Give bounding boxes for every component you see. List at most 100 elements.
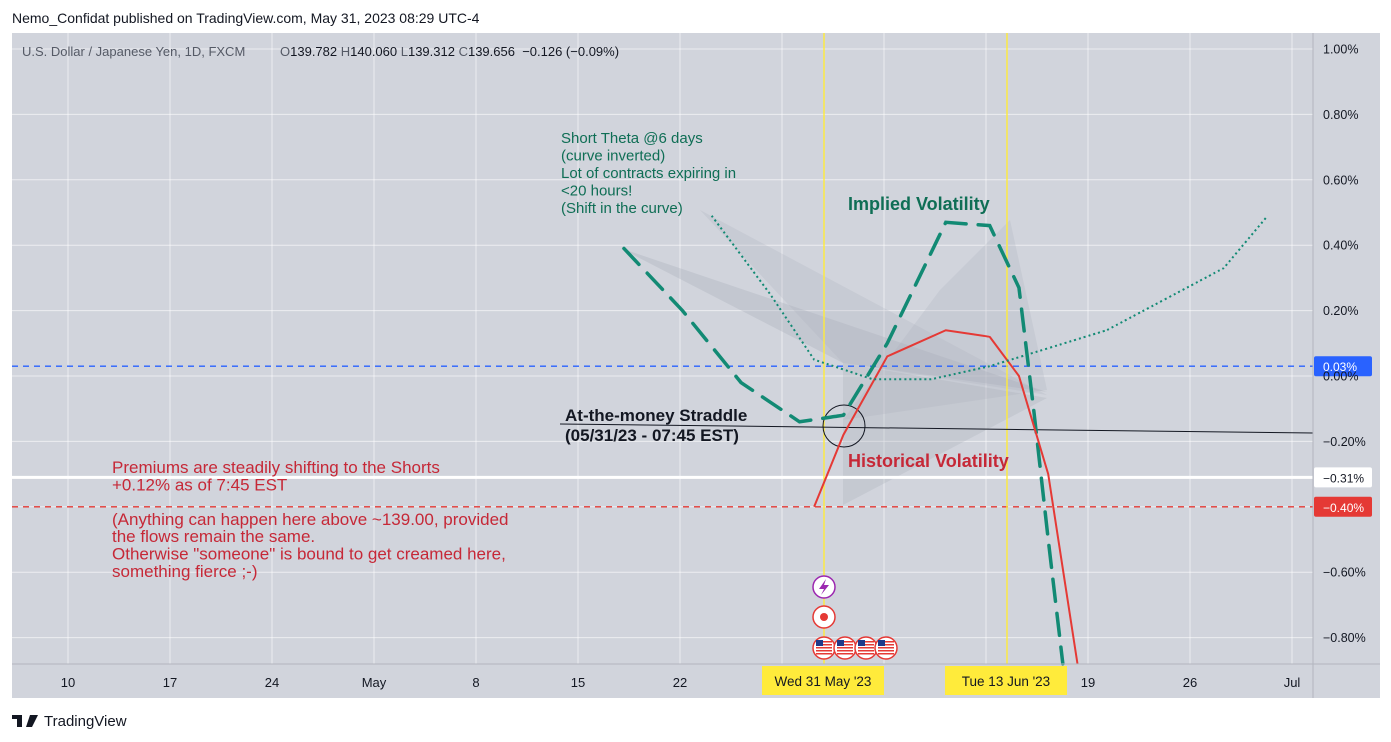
annotation-theta: (Shift in the curve) (561, 200, 683, 217)
straddle-circle (822, 404, 866, 448)
date-marker-label: Tue 13 Jun '23 (962, 674, 1050, 689)
tv-logo-icon (12, 715, 38, 727)
shade-theta (700, 210, 1047, 395)
y-tick-label: 0.00% (1323, 370, 1358, 384)
series-implied-volatility (622, 220, 1065, 666)
brand-label: TradingView (44, 712, 127, 730)
annotation-premiums: +0.12% as of 7:45 EST (112, 475, 287, 494)
us-flag-stripe (858, 653, 874, 655)
ohlc-part: O (280, 44, 290, 59)
annotation-straddle: (05/31/23 - 07:45 EST) (565, 426, 739, 445)
ohlc-part: 139.782 (290, 44, 337, 59)
annotation-implied-volatility: Implied Volatility (848, 194, 990, 214)
us-flag-stripe (858, 650, 874, 652)
y-tick-label: 0.60% (1323, 173, 1358, 187)
shade-upper (620, 248, 1047, 392)
price-level-label: −0.40% (1323, 501, 1364, 515)
us-flag-icon (833, 636, 857, 660)
fan-shading (620, 210, 1047, 505)
series-short-theta-6-days (710, 214, 1269, 381)
y-tick-label: 0.80% (1323, 108, 1358, 122)
publish-header: Nemo_Confidat published on TradingView.c… (12, 10, 480, 26)
x-tick-label: 26 (1183, 675, 1197, 690)
us-flag-stripe (837, 650, 853, 652)
x-tick-label: 8 (472, 675, 479, 690)
us-flag-stripe (878, 644, 894, 646)
y-tick-label: −0.60% (1323, 566, 1366, 580)
annotation-premiums: Premiums are steadily shifting to the Sh… (112, 458, 440, 477)
us-flag-stripe (837, 644, 853, 646)
price-level-label: 0.03% (1323, 360, 1357, 374)
lightning-icon (812, 575, 836, 599)
ohlc-part: H (337, 44, 350, 59)
us-flag-stripe (837, 641, 853, 643)
y-tick-label: −0.20% (1323, 435, 1366, 449)
price-levels: 0.03% −0.31% −0.40% (12, 356, 1372, 517)
annotation-straddle: At-the-money Straddle (565, 406, 747, 425)
annotation-theta: Lot of contracts expiring in (561, 165, 736, 182)
ohlc-values: O139.782 H140.060 L139.312 C139.656 −0.1… (280, 44, 619, 59)
annotation-theta: (curve inverted) (561, 148, 665, 165)
us-flag-stripe (816, 650, 832, 652)
us-flag-canton (816, 640, 823, 646)
y-tick-label: 0.40% (1323, 239, 1358, 253)
tradingview-logo[interactable]: TradingView (12, 711, 127, 731)
y-tick-label: 1.00% (1323, 43, 1358, 57)
ohlc-part: C (455, 44, 468, 59)
ohlc-part: 139.312 (408, 44, 455, 59)
y-tick-label: −0.80% (1323, 631, 1366, 645)
us-flag-icon (812, 636, 836, 660)
us-flag-icon (874, 636, 898, 660)
price-level-tag (1314, 356, 1372, 377)
x-tick-label: 17 (163, 675, 177, 690)
x-tick-label: May (362, 675, 387, 690)
y-axis-labels: 1.00% 0.80% 0.60% 0.40% 0.20% 0.00% −0.20% −0.6… (1323, 43, 1366, 646)
ohlc-part: 140.060 (350, 44, 397, 59)
series-historical-volatility (813, 329, 1079, 664)
grid (12, 33, 1313, 664)
us-flag-stripe (816, 641, 832, 643)
us-flag-icon (854, 636, 878, 660)
record-icon (812, 605, 836, 629)
time-axis[interactable] (12, 664, 1380, 698)
ohlc-part: −0.126 (−0.09%) (515, 44, 619, 59)
us-flag-stripe (837, 647, 853, 649)
straddle-line (559, 423, 1314, 434)
x-tick-label: 19 (1081, 675, 1095, 690)
us-flag-stripe (858, 647, 874, 649)
annotation-premiums: the flows remain the same. (112, 527, 315, 546)
us-flag-stripe (837, 653, 853, 655)
date-marker-tag (945, 666, 1067, 695)
annotation-theta: Short Theta @6 days (561, 130, 703, 147)
symbol-legend: U.S. Dollar / Japanese Yen, 1D, FXCM O13… (22, 44, 619, 59)
x-tick-label: Jul (1284, 675, 1301, 690)
us-flag-stripe (816, 647, 832, 649)
lightning-icon-bolt (819, 579, 829, 595)
us-flag-stripe (858, 641, 874, 643)
us-flag-stripe (878, 647, 894, 649)
x-tick-label: 10 (61, 675, 75, 690)
annotation-historical-volatility: Historical Volatility (848, 451, 1009, 471)
y-tick-label: 0.20% (1323, 304, 1358, 318)
price-level-tag (1314, 467, 1372, 488)
series-lines (559, 214, 1314, 666)
us-flag-stripe (878, 650, 894, 652)
annotations: Short Theta @6 days(curve inverted)Lot o… (112, 130, 1009, 581)
event-icons[interactable] (812, 575, 898, 660)
price-level-label: −0.31% (1323, 471, 1364, 485)
date-marker-label: Wed 31 May '23 (775, 674, 872, 689)
annotation-premiums: something fierce ;-) (112, 562, 258, 581)
us-flag-stripe (816, 653, 832, 655)
x-tick-label: 24 (265, 675, 279, 690)
symbol-name: U.S. Dollar / Japanese Yen, 1D, FXCM (22, 44, 245, 59)
us-flag-stripe (858, 644, 874, 646)
plot-area[interactable] (12, 33, 1313, 664)
us-flag-canton (858, 640, 865, 646)
ohlc-part: 139.656 (468, 44, 515, 59)
x-axis-labels: 10 17 24 May 8 15 22 19 26 Jul Wed 31 May '23 Tue 1… (61, 666, 1301, 695)
date-marker-tag (762, 666, 884, 695)
us-flag-stripe (878, 653, 894, 655)
x-tick-label: 15 (571, 675, 585, 690)
shade-iv (843, 220, 1047, 420)
